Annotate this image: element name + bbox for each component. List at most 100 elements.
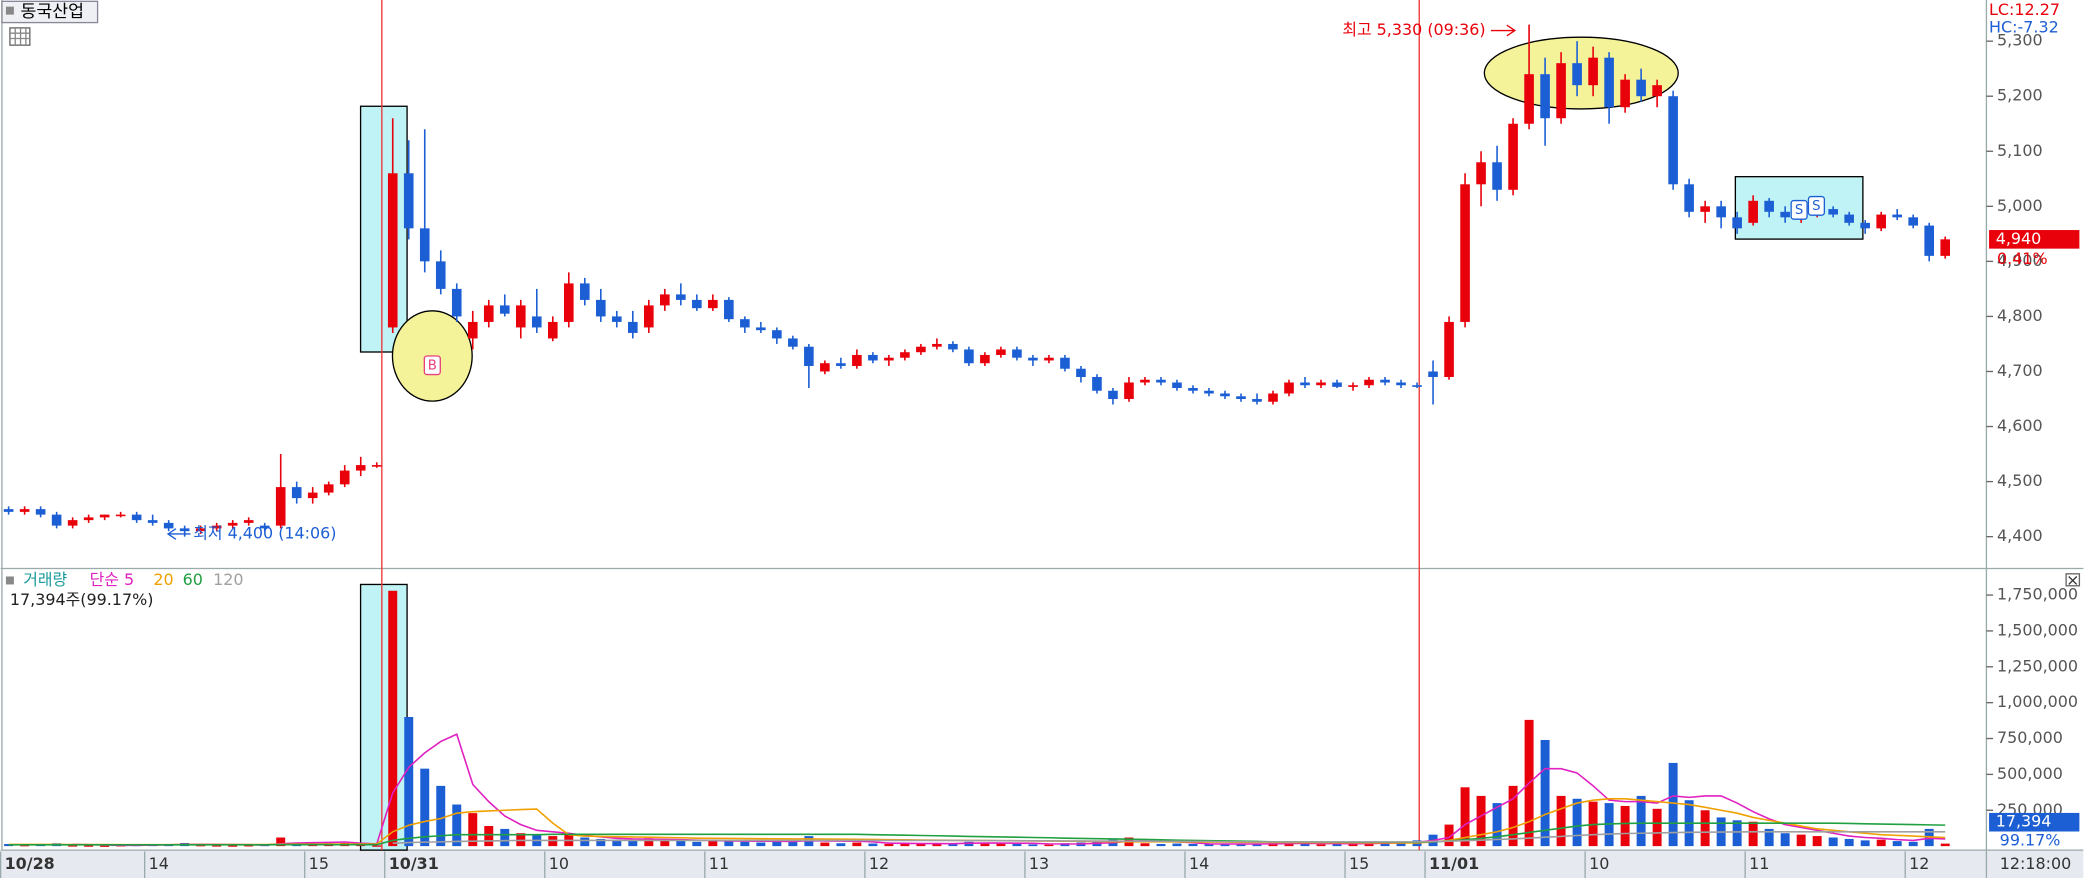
- signal-label: S: [1795, 203, 1803, 218]
- candle-body: [1540, 74, 1550, 119]
- candle-body: [179, 528, 190, 532]
- candle-body: [1924, 225, 1935, 256]
- volume-bar: [756, 842, 766, 847]
- candle-body: [403, 173, 414, 229]
- volume-bar: [1460, 787, 1470, 847]
- candle-body: [563, 283, 574, 322]
- candle-body: [1636, 79, 1646, 97]
- candle-body: [339, 470, 350, 485]
- candle-body: [1908, 217, 1918, 226]
- x-tick-label: 11/01: [1429, 854, 1479, 873]
- candle-body: [1156, 379, 1166, 383]
- volume-bar: [228, 845, 238, 847]
- volume-bar: [436, 785, 446, 847]
- candle-body: [1412, 385, 1422, 387]
- volume-bar: [660, 838, 670, 847]
- volume-bar: [1044, 844, 1054, 847]
- volume-bar: [628, 840, 638, 847]
- volume-bar: [1796, 834, 1806, 847]
- legend-icon: [5, 576, 14, 585]
- volume-bar: [1156, 843, 1166, 847]
- volume-bar: [1204, 844, 1214, 847]
- volume-bar: [276, 837, 286, 847]
- candle-body: [83, 517, 94, 521]
- volume-bar: [1188, 843, 1198, 847]
- candle-body: [1028, 357, 1038, 361]
- candle-body: [884, 357, 894, 361]
- volume-bar: [1764, 828, 1774, 847]
- candle-body: [1172, 382, 1182, 388]
- candle-body: [531, 316, 542, 328]
- title-icon: [5, 6, 14, 15]
- candle-body: [628, 321, 638, 333]
- candle-body: [99, 514, 110, 518]
- stock-title: 동국산업: [21, 2, 84, 22]
- volume-bar: [1620, 805, 1630, 847]
- x-tick-label: 10/28: [5, 854, 55, 873]
- volume-bar: [500, 828, 510, 847]
- candle-body: [644, 305, 654, 328]
- candle-body: [980, 354, 990, 364]
- x-tick-label: 10/31: [389, 854, 439, 873]
- candle-body: [1652, 85, 1662, 97]
- candle-body: [1444, 321, 1454, 377]
- candle-body: [547, 321, 558, 339]
- signal-label: S: [1812, 199, 1820, 214]
- candle-body: [307, 492, 318, 499]
- candle-body: [1764, 200, 1774, 212]
- candle-body: [1252, 399, 1262, 402]
- candle-body: [1108, 390, 1118, 400]
- volume-bar: [1748, 821, 1758, 847]
- volume-bar: [1300, 843, 1310, 847]
- x-tick-label: 10: [549, 854, 569, 873]
- volume-bar: [1268, 843, 1278, 847]
- candle-body: [1460, 184, 1470, 322]
- candle-body: [1844, 214, 1854, 223]
- candle-body: [788, 338, 798, 347]
- volume-bar: [740, 841, 750, 847]
- candle-body: [3, 509, 14, 512]
- candle-body: [1588, 57, 1598, 86]
- volume-bar: [1444, 824, 1454, 847]
- candle-body: [1396, 382, 1406, 386]
- volume-bar: [68, 845, 78, 847]
- candle-body: [660, 294, 670, 306]
- volume-bar: [1476, 795, 1486, 847]
- volume-bar: [1380, 842, 1390, 847]
- legend-entry: 거래량: [23, 570, 67, 589]
- candle-body: [708, 299, 718, 309]
- high-annotation: 최고 5,330 (09:36): [1342, 20, 1485, 39]
- candle-body: [483, 305, 494, 322]
- volume-bar: [820, 842, 830, 847]
- candle-body: [291, 487, 302, 499]
- x-tick-label: 15: [1349, 854, 1369, 873]
- volume-bar: [1332, 843, 1342, 847]
- volume-bar: [884, 843, 894, 847]
- title-box[interactable]: [1, 0, 99, 24]
- volume-bar: [1540, 739, 1550, 847]
- y-tick-label: 1,750,000: [1997, 585, 2078, 604]
- candle-body: [355, 465, 366, 471]
- candle-body: [387, 173, 398, 328]
- lc-label: LC:12.27: [1989, 0, 2060, 19]
- volume-bar: [676, 840, 686, 847]
- candle-body: [163, 522, 174, 529]
- volume-current-pct: 99.17%: [2000, 830, 2061, 849]
- volume-bar: [932, 843, 942, 847]
- x-tick-label: 11: [1749, 854, 1769, 873]
- y-tick-label: 4,400: [1997, 526, 2043, 545]
- candle-body: [1268, 393, 1278, 402]
- candle-body: [804, 346, 814, 366]
- volume-bar: [724, 840, 734, 847]
- x-axis-band: [0, 850, 2084, 878]
- volume-bar: [1140, 843, 1150, 847]
- volume-bar: [1572, 798, 1582, 847]
- volume-bar: [1636, 795, 1646, 847]
- volume-bar: [196, 844, 206, 847]
- volume-bar: [1364, 843, 1374, 847]
- volume-bar: [788, 841, 798, 847]
- volume-bar: [1396, 841, 1406, 847]
- y-tick-label: 5,300: [1997, 31, 2043, 50]
- legend-entry: 120: [213, 570, 243, 589]
